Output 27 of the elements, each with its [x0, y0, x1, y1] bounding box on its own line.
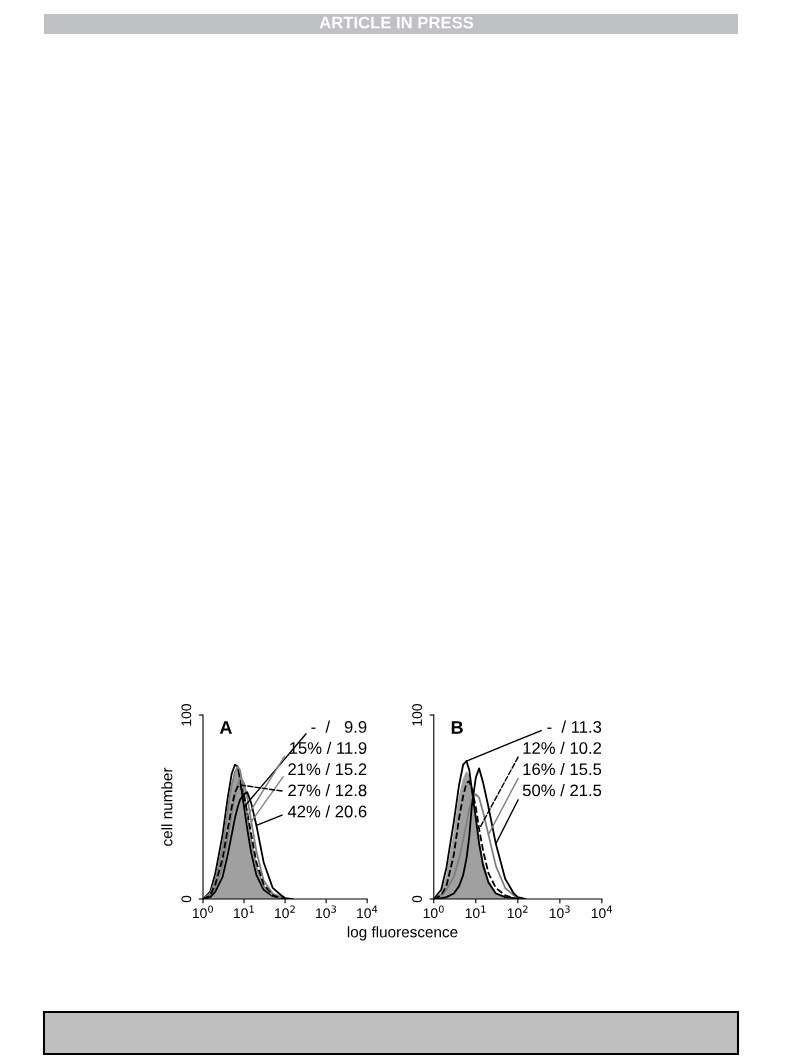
x-tick-label: 10$^{4}$ [591, 905, 612, 919]
text: - / 11.3 [547, 720, 602, 733]
y-tick-label: 100 [181, 704, 192, 726]
y-tick-label: 100 [412, 704, 422, 726]
y-axis-title: cell number [161, 767, 173, 846]
text: 16% / 15.5 [523, 762, 602, 776]
text: 50% / 21.5 [522, 784, 602, 797]
text: - / 9.9 [311, 720, 367, 733]
legend-label: 27% / 12.8 [288, 784, 367, 797]
x-tick-label: 10$^{4}$ [357, 905, 378, 919]
x-axis-title: log fluorescence [347, 926, 458, 941]
x-tick-label: 10$^{2}$ [275, 905, 295, 919]
text: ARTICLE IN PRESS [319, 16, 474, 29]
x-tick-label: 10$^{2}$ [507, 905, 528, 919]
legend-label: 42% / 20.6 [287, 805, 367, 818]
x-tick-label: 10$^{1}$ [465, 905, 486, 919]
x-tick-label: 10$^{3}$ [549, 905, 570, 919]
y-tick-label: 0 [181, 895, 192, 903]
chart-title: B [451, 721, 463, 734]
chart-title: A [219, 721, 232, 734]
x-tick-label: 10$^{3}$ [316, 905, 336, 919]
x-tick-label: 10$^{1}$ [233, 905, 254, 919]
text: 21% / 15.2 [288, 762, 367, 776]
text: 12% / 10.2 [523, 741, 602, 754]
x-tick-label: 10$^{0}$ [192, 905, 214, 919]
y-tick-label: 0 [412, 895, 422, 903]
x-tick-label: 10$^{0}$ [423, 905, 444, 919]
